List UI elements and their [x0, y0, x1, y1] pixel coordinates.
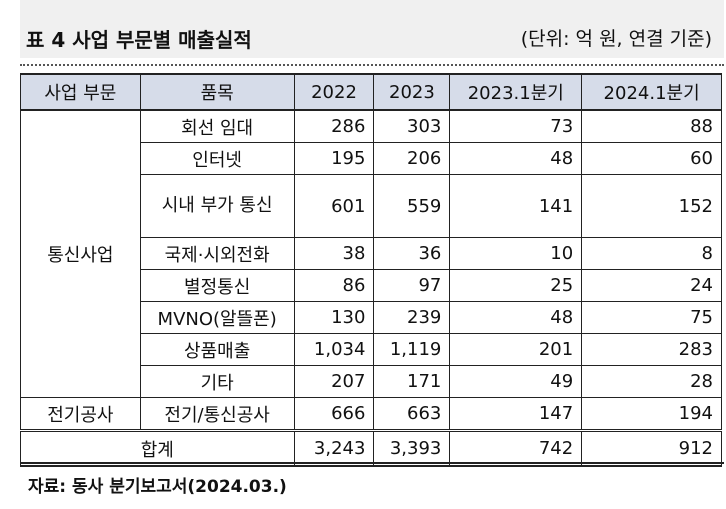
value-2023-q1: 48 — [449, 142, 583, 175]
value-2023: 239 — [373, 301, 451, 334]
value-2022: 601 — [293, 174, 375, 238]
table-row: 기타 207 171 49 28 — [21, 365, 722, 398]
table-row: 전기공사 전기/통신공사 666 663 147 194 — [20, 397, 722, 431]
value-2022: 86 — [293, 269, 375, 302]
value-2023-q1: 141 — [449, 174, 583, 238]
value-2024-q1: 28 — [581, 365, 722, 398]
header-segment: 사업 부문 — [20, 73, 141, 111]
value-2023-q1: 48 — [449, 301, 583, 334]
item-cell: 기타 — [139, 365, 295, 398]
item-cell: 상품매출 — [139, 333, 295, 366]
dotted-divider — [20, 64, 724, 66]
value-2022: 207 — [293, 365, 375, 398]
sales-table: 사업 부문 품목 2022 2023 2023.1분기 2024.1분기 통신사… — [20, 73, 722, 467]
table-row: 상품매출 1,034 1,119 201 283 — [21, 333, 722, 366]
value-2024-q1: 152 — [581, 174, 722, 238]
item-cell: 전기/통신공사 — [139, 397, 295, 431]
table-row: 통신사업 회선 임대 286 303 73 88 — [20, 109, 722, 398]
segment-electrical: 전기공사 — [20, 397, 141, 431]
value-2022: 38 — [293, 237, 375, 270]
value-2023: 36 — [373, 237, 451, 270]
table-row: 국제·시외전화 38 36 10 8 — [21, 237, 722, 270]
title-band — [20, 0, 724, 58]
value-2024-q1: 88 — [581, 109, 722, 143]
value-2023-q1: 73 — [449, 109, 583, 143]
value-2023-q1: 10 — [449, 237, 583, 270]
value-2023: 97 — [373, 269, 451, 302]
total-2022: 3,243 — [293, 429, 375, 467]
value-2023-q1: 49 — [449, 365, 583, 398]
item-cell: MVNO(알뜰폰) — [139, 301, 295, 334]
table-row: 시내 부가 통신 601 559 141 152 — [21, 174, 722, 238]
value-2023: 559 — [373, 174, 451, 238]
source-note: 자료: 동사 분기보고서(2024.03.) — [28, 477, 287, 497]
table-row: 인터넷 195 206 48 60 — [21, 142, 722, 175]
value-2023: 1,119 — [373, 333, 451, 366]
value-2022: 130 — [293, 301, 375, 334]
value-2023: 206 — [373, 142, 451, 175]
value-2024-q1: 24 — [581, 269, 722, 302]
value-2023-q1: 147 — [449, 397, 583, 431]
value-2024-q1: 194 — [581, 397, 722, 431]
value-2022: 1,034 — [293, 333, 375, 366]
table-row: 별정통신 86 97 25 24 — [21, 269, 722, 302]
value-2023-q1: 201 — [449, 333, 583, 366]
header-2023-q1: 2023.1분기 — [449, 73, 583, 111]
value-2022: 195 — [293, 142, 375, 175]
header-item: 품목 — [139, 73, 295, 111]
unit-note: (단위: 억 원, 연결 기준) — [520, 28, 712, 50]
total-2023: 3,393 — [373, 429, 451, 467]
table-header-row: 사업 부문 품목 2022 2023 2023.1분기 2024.1분기 — [20, 73, 722, 111]
item-cell: 회선 임대 — [139, 109, 295, 143]
value-2024-q1: 283 — [581, 333, 722, 366]
segment-telecom: 통신사업 — [20, 109, 141, 398]
item-cell: 인터넷 — [139, 142, 295, 175]
total-2023-q1: 742 — [449, 429, 583, 467]
item-cell: 별정통신 — [139, 269, 295, 302]
table-row: MVNO(알뜰폰) 130 239 48 75 — [21, 301, 722, 334]
header-2022: 2022 — [293, 73, 375, 111]
header-2023: 2023 — [373, 73, 451, 111]
total-row: 합계 3,243 3,393 742 912 — [20, 429, 722, 467]
item-cell: 시내 부가 통신 — [139, 174, 295, 238]
value-2022: 666 — [293, 397, 375, 431]
value-2024-q1: 60 — [581, 142, 722, 175]
source-divider — [20, 462, 724, 464]
value-2022: 286 — [293, 109, 375, 143]
table-title: 표 4 사업 부문별 매출실적 — [26, 28, 252, 52]
header-2024-q1: 2024.1분기 — [581, 73, 722, 111]
total-label: 합계 — [20, 429, 295, 467]
value-2024-q1: 75 — [581, 301, 722, 334]
value-2024-q1: 8 — [581, 237, 722, 270]
total-2024-q1: 912 — [581, 429, 722, 467]
value-2023: 303 — [373, 109, 451, 143]
value-2023: 663 — [373, 397, 451, 431]
value-2023-q1: 25 — [449, 269, 583, 302]
item-cell: 국제·시외전화 — [139, 237, 295, 270]
value-2023: 171 — [373, 365, 451, 398]
